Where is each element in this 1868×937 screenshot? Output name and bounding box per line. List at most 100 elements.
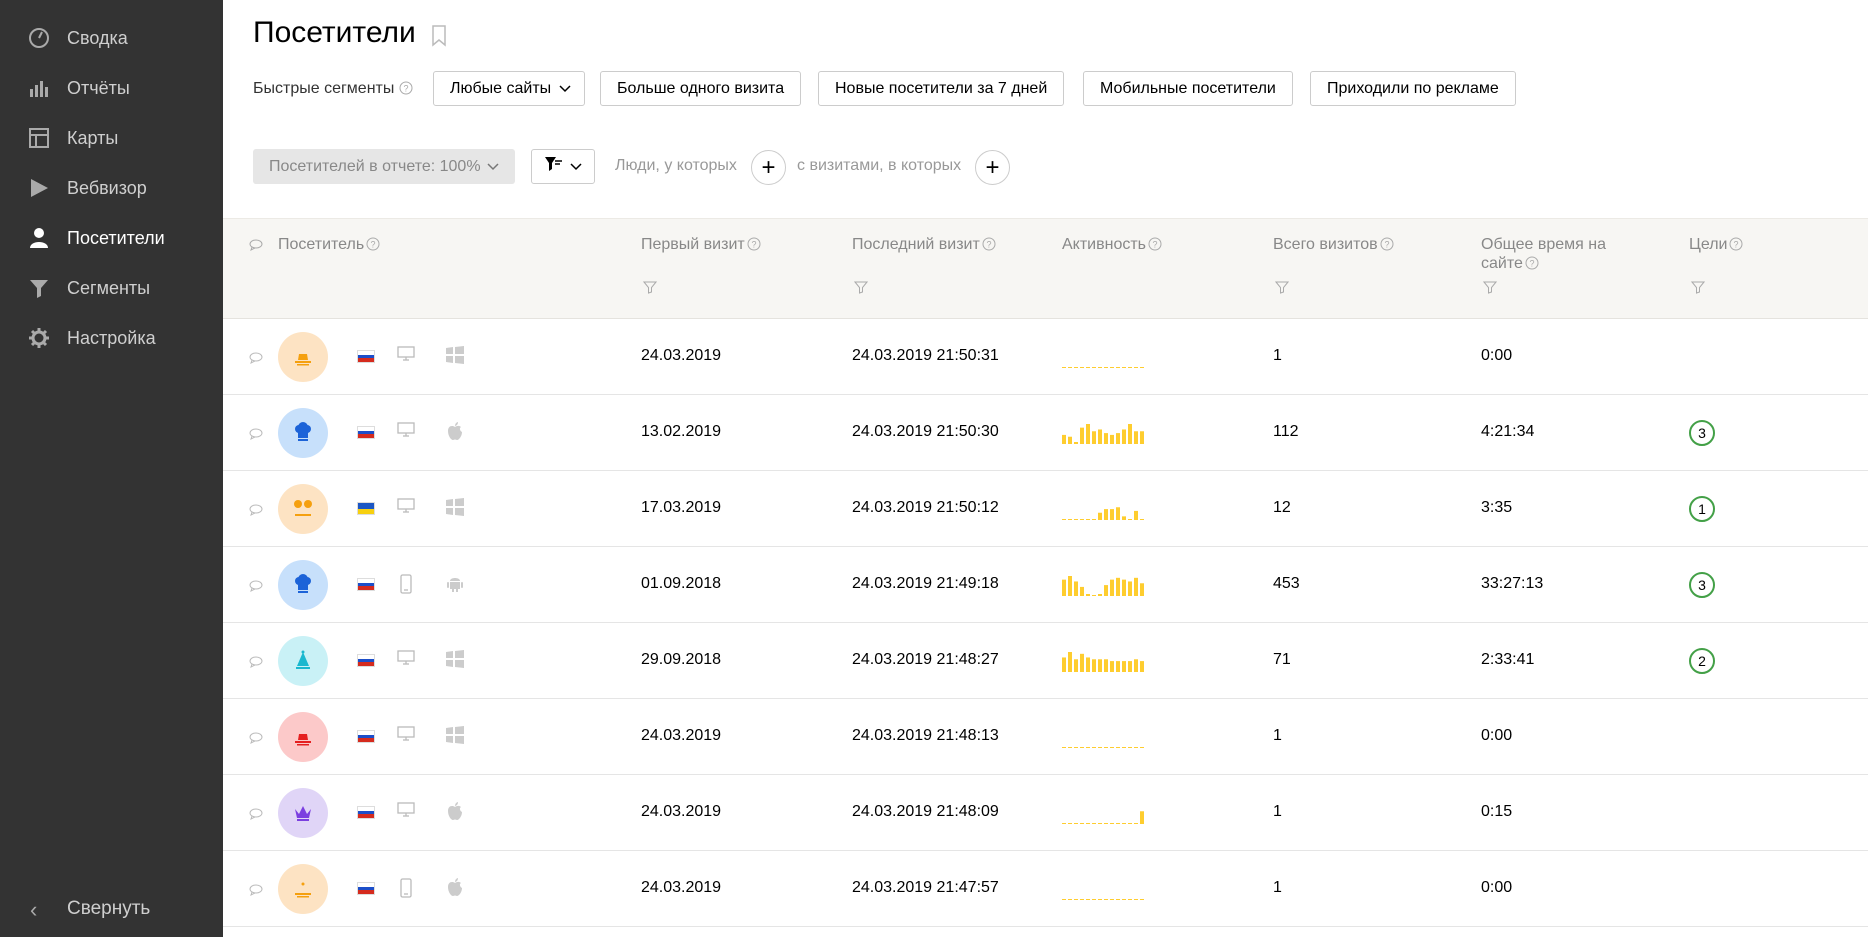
activity-baseline: [1134, 899, 1138, 900]
column-filter-icon[interactable]: [642, 280, 658, 299]
filter-menu-button[interactable]: [531, 149, 595, 184]
avatar[interactable]: [278, 712, 328, 762]
activity-sparkline: [1062, 367, 1144, 368]
activity-bar: [1086, 594, 1090, 596]
funnel-icon: [27, 276, 51, 300]
activity-bar: [1104, 659, 1108, 672]
svg-text:?: ?: [371, 240, 376, 250]
avatar[interactable]: [278, 560, 328, 610]
add-people-condition-button[interactable]: +: [751, 150, 786, 185]
segment-mobile-visitors[interactable]: Мобильные посетители: [1083, 71, 1293, 106]
help-icon[interactable]: ?: [1729, 237, 1743, 256]
help-icon[interactable]: ?: [399, 81, 413, 100]
total-visits-cell: 453: [1273, 575, 1300, 592]
help-icon[interactable]: ?: [982, 237, 996, 256]
comment-icon[interactable]: [249, 883, 263, 901]
table-row[interactable]: 01.09.2018 24.03.2019 21:49:18 453 33:27:13…: [223, 547, 1868, 623]
activity-baseline: [1098, 823, 1102, 824]
activity-baseline: [1104, 899, 1108, 900]
table-row[interactable]: 24.03.2019 24.03.2019 21:48:13 1 0:00: [223, 699, 1868, 775]
column-filter-icon[interactable]: [853, 280, 869, 299]
avatar[interactable]: [278, 636, 328, 686]
activity-baseline: [1080, 823, 1084, 824]
sidebar-item-visitors[interactable]: Посетители: [0, 213, 223, 263]
avatar[interactable]: [278, 864, 328, 914]
comment-icon[interactable]: [249, 503, 263, 521]
segment-ad-visitors[interactable]: Приходили по рекламе: [1310, 71, 1516, 106]
help-icon[interactable]: ?: [747, 237, 761, 256]
column-filter-icon[interactable]: [1274, 280, 1290, 299]
avatar[interactable]: [278, 788, 328, 838]
windows-icon: [445, 725, 465, 750]
table-row[interactable]: 24.03.2019 24.03.2019 21:50:31 1 0:00: [223, 319, 1868, 395]
help-icon[interactable]: ?: [1525, 256, 1539, 275]
comment-icon[interactable]: [249, 427, 263, 445]
activity-baseline: [1068, 747, 1072, 748]
activity-baseline: [1128, 747, 1132, 748]
activity-baseline: [1062, 747, 1066, 748]
comment-icon[interactable]: [249, 731, 263, 749]
country-flag-icon: [357, 806, 375, 819]
mobile-icon: [397, 574, 415, 599]
sidebar-item-segments[interactable]: Сегменты: [0, 263, 223, 313]
help-icon[interactable]: ?: [1148, 237, 1162, 256]
sidebar-item-maps[interactable]: Карты: [0, 113, 223, 163]
table-row[interactable]: 24.03.2019 24.03.2019 21:47:57 1 0:00: [223, 851, 1868, 927]
avatar[interactable]: [278, 408, 328, 458]
activity-sparkline: [1062, 576, 1144, 596]
goals-badge[interactable]: 3: [1689, 572, 1715, 598]
column-header-visitor[interactable]: Посетитель?: [278, 235, 380, 256]
comment-icon[interactable]: [249, 579, 263, 597]
total-time-cell: 3:35: [1481, 499, 1513, 516]
column-header-total-visits[interactable]: Всего визитов?: [1273, 235, 1394, 256]
sites-dropdown[interactable]: Любые сайты: [433, 71, 585, 106]
sidebar-item-reports[interactable]: Отчёты: [0, 63, 223, 113]
last-visit-cell: 24.03.2019 21:50:31: [852, 347, 999, 364]
activity-baseline: [1098, 747, 1102, 748]
activity-baseline: [1080, 747, 1084, 748]
collapse-sidebar-button[interactable]: ‹ Свернуть: [0, 884, 223, 934]
activity-baseline: [1098, 367, 1102, 368]
segment-more-than-one-visit[interactable]: Больше одного визита: [600, 71, 802, 106]
sidebar-item-summary[interactable]: Сводка: [0, 13, 223, 63]
apple-icon: [445, 877, 465, 902]
column-header-activity[interactable]: Активность?: [1062, 235, 1162, 256]
activity-baseline: [1122, 823, 1126, 824]
avatar[interactable]: [278, 332, 328, 382]
table-row[interactable]: 24.03.2019 24.03.2019 21:48:09 1 0:15: [223, 775, 1868, 851]
comment-icon[interactable]: [249, 351, 263, 369]
table-row[interactable]: 17.03.2019 24.03.2019 21:50:12 12 3:35 1: [223, 471, 1868, 547]
table-row[interactable]: 29.09.2018 24.03.2019 21:48:27 71 2:33:41 2: [223, 623, 1868, 699]
avatar[interactable]: [278, 484, 328, 534]
goals-badge[interactable]: 2: [1689, 648, 1715, 674]
svg-text:?: ?: [403, 84, 408, 94]
table-row[interactable]: 13.02.2019 24.03.2019 21:50:30 112 4:21:34 3: [223, 395, 1868, 471]
activity-baseline: [1086, 823, 1090, 824]
segment-new-visitors[interactable]: Новые посетители за 7 дней: [818, 71, 1065, 106]
help-icon[interactable]: ?: [1380, 237, 1394, 256]
add-visits-condition-button[interactable]: +: [975, 150, 1010, 185]
goals-badge[interactable]: 1: [1689, 496, 1715, 522]
comment-icon[interactable]: [249, 807, 263, 825]
goals-badge[interactable]: 3: [1689, 420, 1715, 446]
desktop-icon: [397, 726, 415, 747]
comment-icon[interactable]: [249, 655, 263, 673]
sidebar-item-settings[interactable]: Настройка: [0, 313, 223, 363]
column-header-last-visit[interactable]: Последний визит?: [852, 235, 996, 256]
activity-bar: [1098, 659, 1102, 672]
column-filter-icon[interactable]: [1482, 280, 1498, 299]
activity-bar: [1134, 577, 1138, 596]
column-header-goals[interactable]: Цели?: [1689, 235, 1743, 256]
activity-baseline: [1086, 899, 1090, 900]
help-icon[interactable]: ?: [366, 237, 380, 256]
column-filter-icon[interactable]: [1690, 280, 1706, 299]
activity-bar: [1074, 442, 1078, 444]
column-header-first-visit[interactable]: Первый визит?: [641, 235, 761, 256]
activity-sparkline: [1062, 899, 1144, 900]
sidebar-item-webvisor[interactable]: Вебвизор: [0, 163, 223, 213]
visitors-share-dropdown[interactable]: Посетителей в отчете: 100%: [253, 149, 515, 184]
column-header-total-time[interactable]: Общее время на сайте?: [1481, 235, 1621, 275]
activity-baseline: [1116, 823, 1120, 824]
bookmark-icon[interactable]: [431, 25, 449, 47]
activity-bar: [1098, 429, 1102, 444]
